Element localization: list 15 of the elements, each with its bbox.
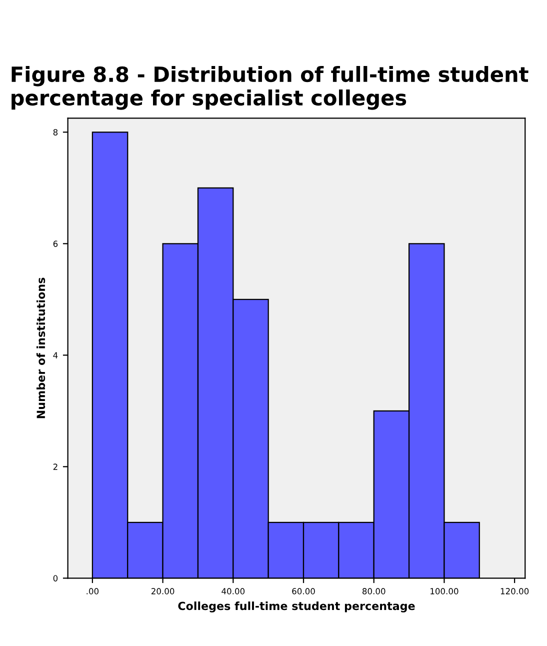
y-tick-label: 4 — [53, 352, 58, 358]
x-tick-label: .00 — [86, 588, 99, 594]
x-tick-label: 80.00 — [362, 588, 386, 594]
x-tick-label: 60.00 — [292, 588, 315, 594]
y-axis-title: Number of institutions — [36, 278, 46, 418]
x-axis-title: Colleges full-time student percentage — [178, 602, 415, 612]
y-tick-label: 0 — [53, 575, 58, 582]
x-tick-label: 120.00 — [500, 588, 529, 594]
y-tick-label: 2 — [53, 464, 58, 470]
y-tick-label: 6 — [53, 240, 58, 247]
chart-title: Figure 8.8 - Distribution of full-time student percentage for specialist colleges — [12, 66, 528, 110]
x-tick-label: 100.00 — [430, 588, 458, 594]
x-tick-label: 20.00 — [151, 588, 174, 594]
x-tick-label: 40.00 — [222, 588, 245, 594]
y-tick-label: 8 — [53, 129, 58, 136]
